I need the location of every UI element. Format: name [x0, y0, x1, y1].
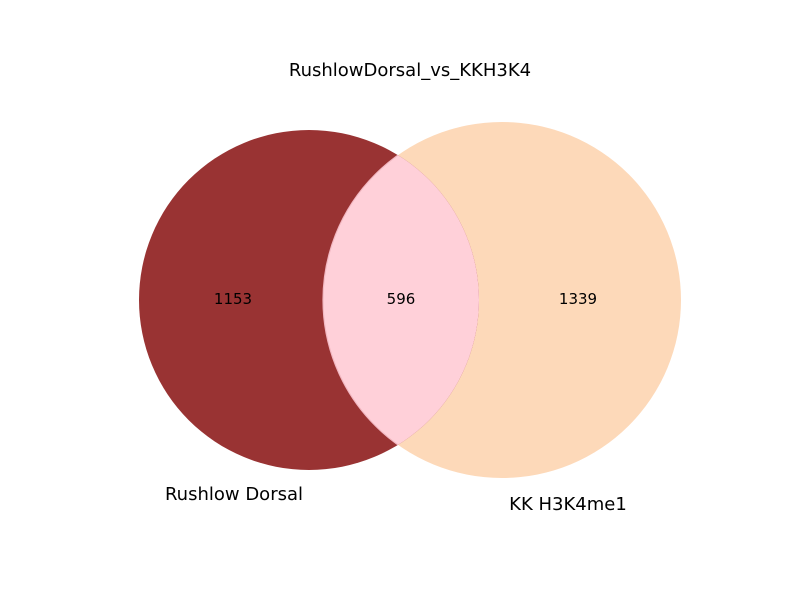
set-label-rushlow-dorsal: Rushlow Dorsal — [165, 484, 303, 505]
set-label-kk-h3k4me1: KK H3K4me1 — [509, 494, 627, 515]
intersection-count: 596 — [387, 290, 416, 308]
intersection-region — [322, 130, 479, 470]
rushlow-dorsal-only-count: 1153 — [214, 290, 252, 308]
diagram-title: RushlowDorsal_vs_KKH3K4 — [289, 60, 531, 81]
kk-h3k4me1-only-count: 1339 — [559, 290, 597, 308]
